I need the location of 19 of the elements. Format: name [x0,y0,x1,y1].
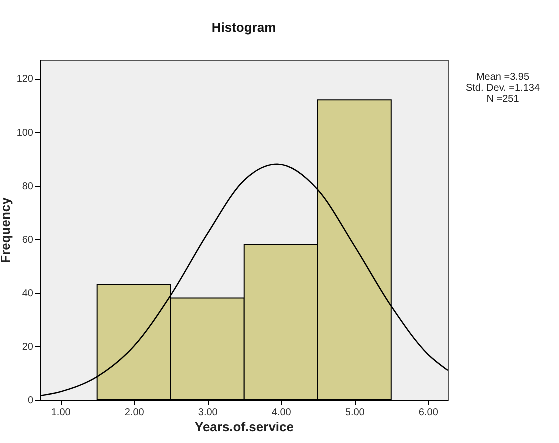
text: N =251 [486,94,520,105]
y-tick-label: 0 [28,396,34,406]
x-tick-label: 1.00 [51,408,72,418]
chart-title: Histogram [212,20,276,35]
y-tick-label: 60 [22,234,34,246]
y-tick-label: 120 [16,74,34,86]
x-tick-label: 3.00 [198,408,218,418]
text: Mean =3.95 [476,72,530,83]
x-tick-label: 4.00 [272,408,292,418]
x-tick-label: 5.00 [345,408,366,418]
y-tick-label: 80 [22,181,34,192]
y-tick-label: 20 [22,342,34,353]
x-tick-label: 2.00 [124,408,145,418]
text: Std. Dev. =1.134 [466,83,540,94]
y-tick-label: 100 [16,128,34,139]
x-axis-title: Years.of.service [194,420,294,434]
y-axis-title: Frequency [0,196,13,264]
x-tick-label: 6.00 [418,408,439,418]
y-tick-label: 40 [22,288,34,300]
